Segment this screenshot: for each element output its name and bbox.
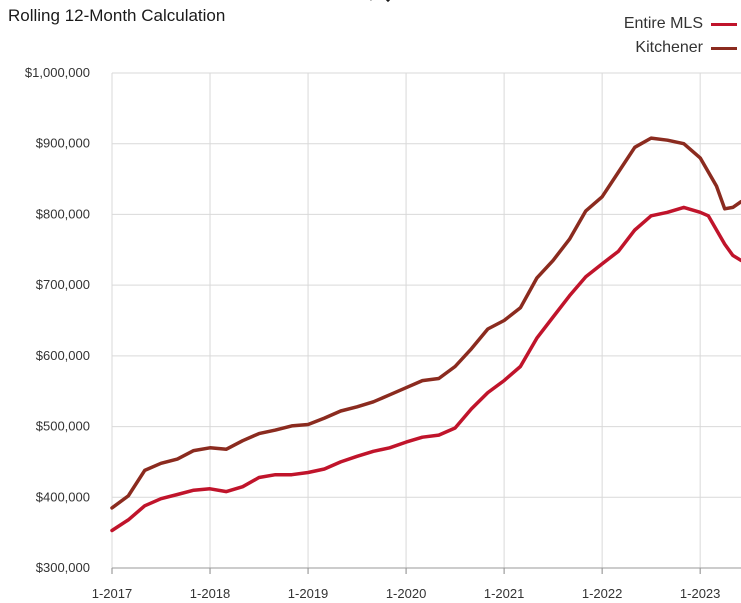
series-line-kitchener [110, 136, 741, 510]
x-tick-label: 1-2018 [190, 586, 230, 601]
x-tick-label: 1-2022 [582, 586, 622, 601]
legend-label-entire-mls: Entire MLS [623, 15, 703, 32]
x-tick-label: 1-2020 [386, 586, 426, 601]
x-tick-label: 1-2019 [288, 586, 328, 601]
legend-item-kitchener: Kitchener [624, 36, 737, 60]
y-tick-label: $400,000 [36, 489, 90, 504]
y-tick-label: $800,000 [36, 206, 90, 221]
y-tick-label: $600,000 [36, 348, 90, 363]
x-tick-label: 1-2021 [484, 586, 524, 601]
x-tick-label: 1-2017 [92, 586, 132, 601]
series-line-entire-mls [110, 205, 741, 533]
y-tick-label: $900,000 [36, 136, 90, 151]
y-tick-label: $1,000,000 [25, 65, 90, 80]
chart-subtitle: Rolling 12-Month Calculation [8, 6, 226, 25]
x-tick-label: 1-2023 [680, 586, 720, 601]
legend-label-kitchener: Kitchener [635, 39, 703, 56]
y-tick-label: $700,000 [36, 277, 90, 292]
y-tick-label: $300,000 [36, 560, 90, 575]
legend-swatch-entire-mls [711, 22, 737, 26]
legend-swatch-kitchener [711, 46, 737, 50]
legend-item-entire-mls: Entire MLS [624, 12, 737, 36]
y-tick-label: $500,000 [36, 419, 90, 434]
chart-legend: Entire MLS Kitchener [624, 12, 737, 60]
